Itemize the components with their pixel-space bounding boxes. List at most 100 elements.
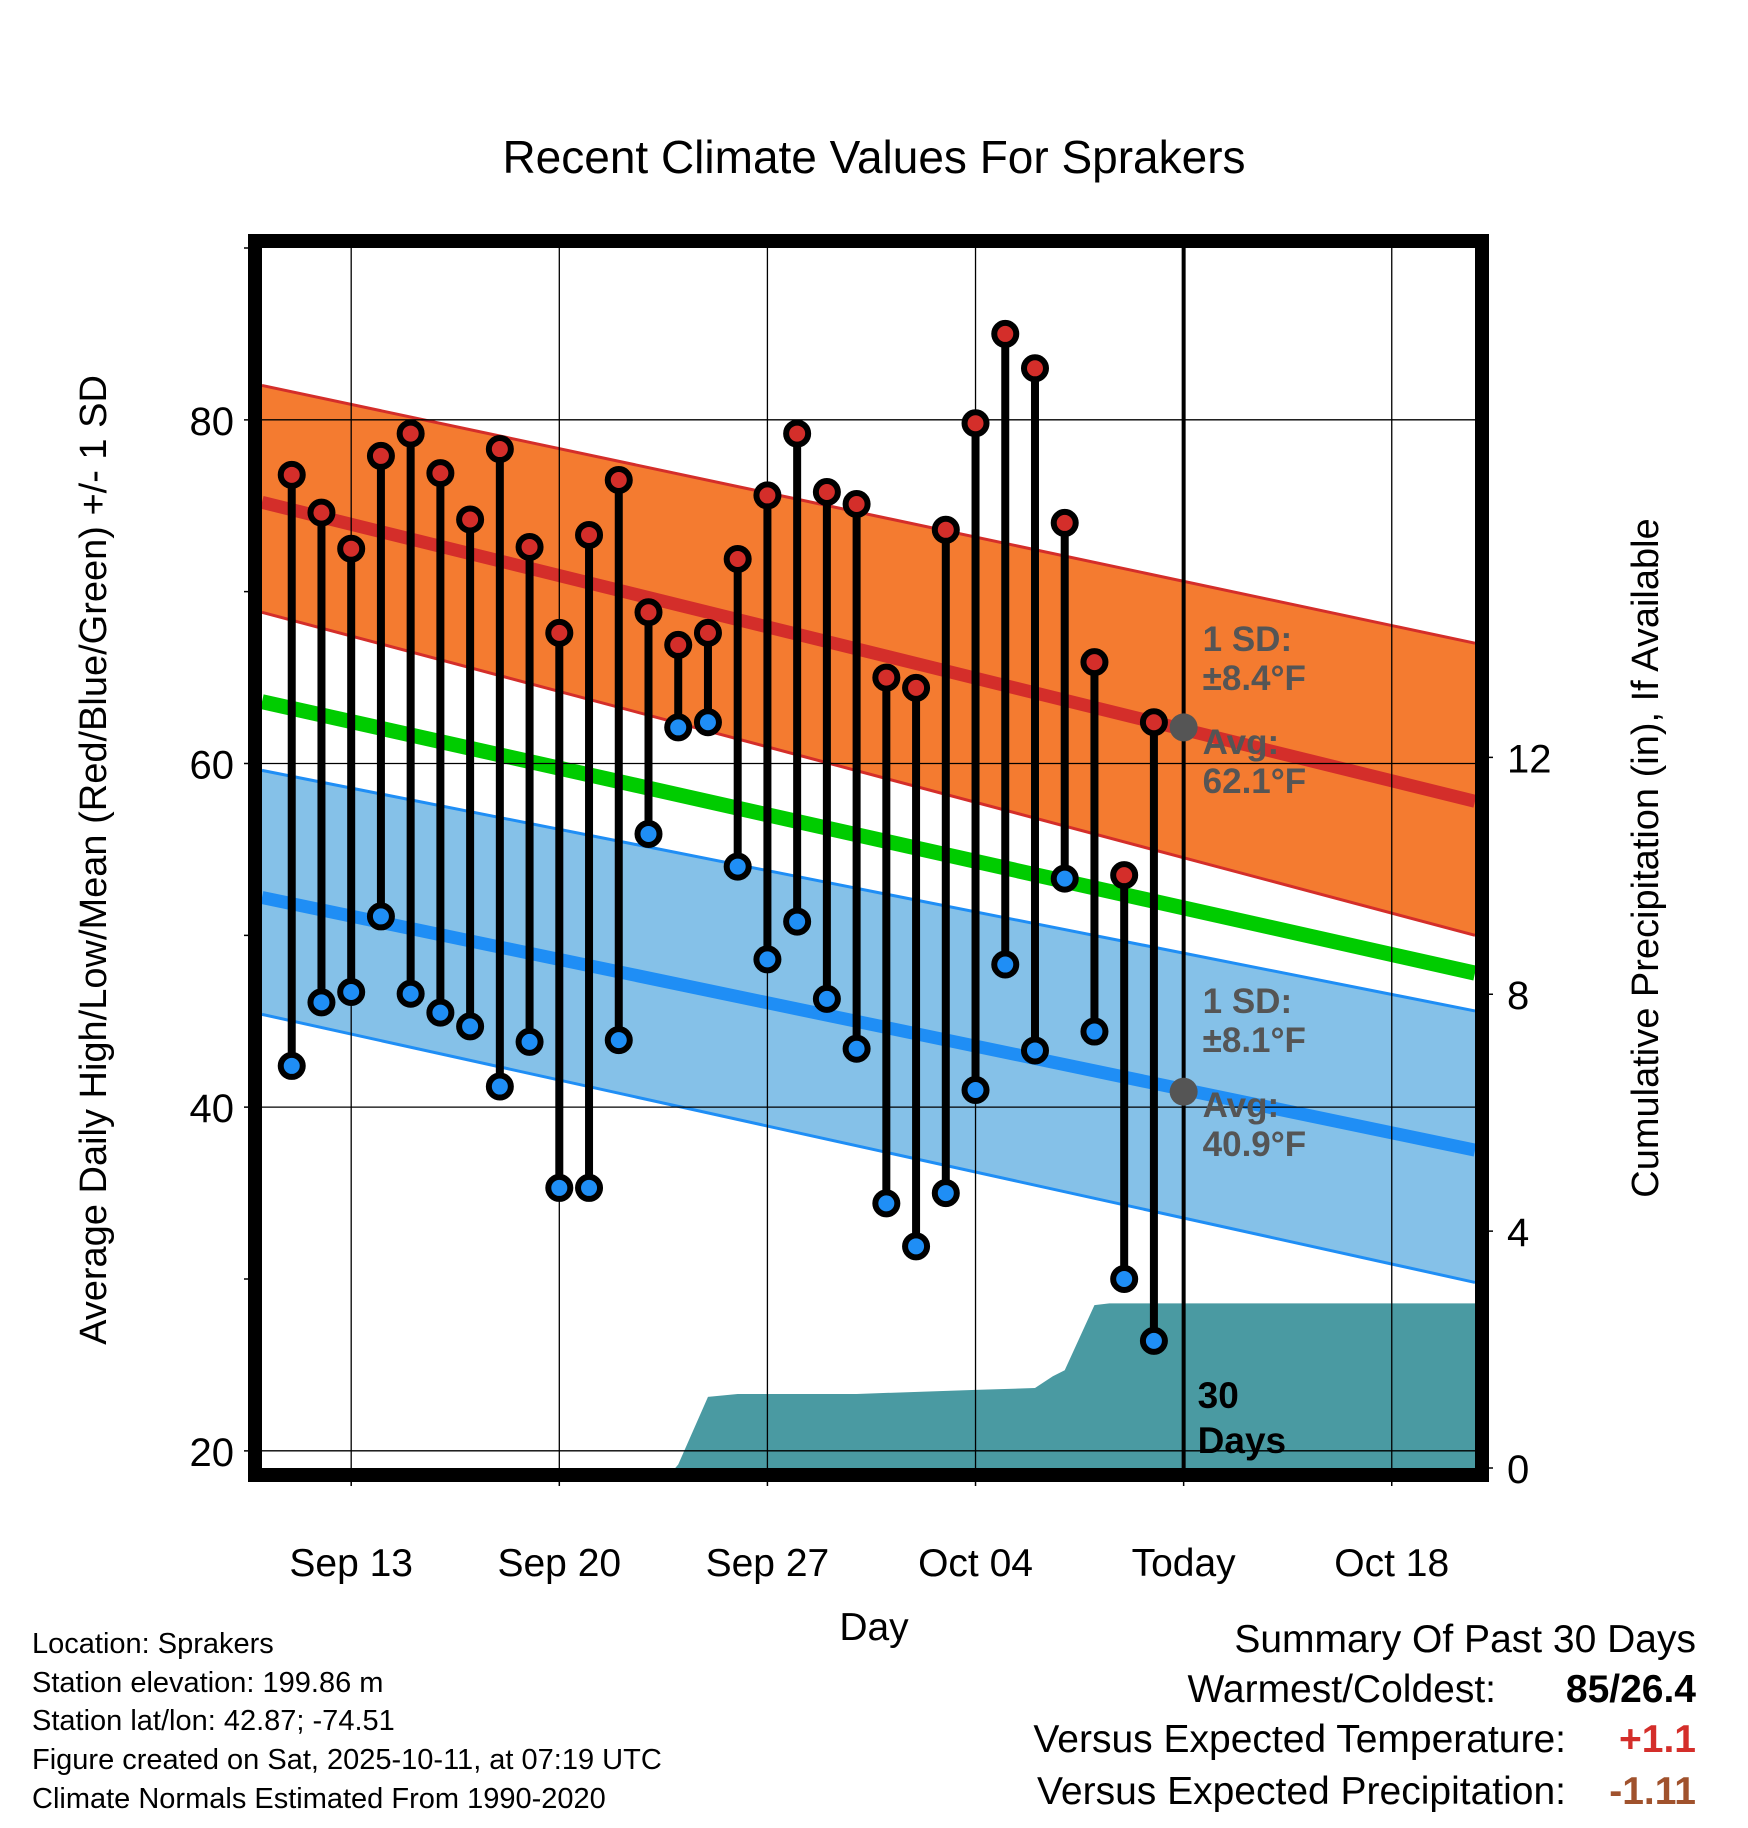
daily-high-point: [991, 319, 1020, 348]
daily-low-point: [396, 979, 425, 1008]
daily-low-point: [575, 1173, 604, 1202]
daily-high-point: [604, 465, 633, 494]
daily-high-point: [902, 673, 931, 702]
y-axis-title: Average Daily High/Low/Mean (Red/Blue/Gr…: [73, 375, 115, 1345]
daily-high-point: [961, 409, 990, 438]
summary-temp-value: +1.1: [1619, 1718, 1696, 1761]
high-sd-label: 1 SD: ±8.4°F: [1203, 620, 1306, 698]
daily-high-point: [1050, 508, 1079, 537]
daily-high-point: [307, 498, 336, 527]
summary-precip-value: -1.11: [1609, 1770, 1696, 1813]
daily-high-point: [723, 545, 752, 574]
y2-tick-label: 4: [1507, 1211, 1529, 1255]
y2-tick-label: 8: [1507, 974, 1529, 1018]
summary-warm-cold-value: 85/26.4: [1565, 1668, 1696, 1711]
x-tick-label: Sep 13: [289, 1542, 413, 1585]
plot-frame: [248, 234, 1489, 1482]
high-normal-line: [260, 495, 1477, 808]
low-normal-line: [260, 891, 1477, 1157]
y-tick-label: 60: [190, 743, 235, 787]
daily-low-point: [337, 978, 366, 1007]
daily-high-point: [277, 460, 306, 489]
daily-low-point: [931, 1179, 960, 1208]
daily-low-point: [902, 1232, 931, 1261]
today-days-label-line: 30: [1198, 1375, 1239, 1416]
footer-elevation: Station elevation: 199.86 m: [32, 1667, 384, 1699]
daily-low-point: [872, 1189, 901, 1218]
daily-high-point: [575, 520, 604, 549]
low-avg-label-line: 40.9°F: [1203, 1125, 1307, 1164]
daily-low-point: [426, 998, 455, 1027]
daily-low-point: [307, 988, 336, 1017]
daily-low-point: [1050, 864, 1079, 893]
summary-title: Summary Of Past 30 Days: [1234, 1618, 1696, 1661]
daily-low-point: [1080, 1017, 1109, 1046]
high-avg-label-line: 62.1°F: [1203, 762, 1307, 801]
low-sd-label: 1 SD: ±8.1°F: [1203, 982, 1306, 1060]
low-avg-label: Avg: 40.9°F: [1203, 1086, 1307, 1164]
y-tick-label: 40: [190, 1087, 235, 1131]
daily-low-point: [1139, 1326, 1168, 1355]
daily-high-point: [872, 663, 901, 692]
daily-high-point: [634, 598, 663, 627]
today-days-label: 30 Days: [1198, 1375, 1286, 1461]
y2-tick-label: 0: [1507, 1448, 1529, 1492]
daily-low-point: [812, 984, 841, 1013]
daily-low-point: [753, 945, 782, 974]
footer-normals: Climate Normals Estimated From 1990-2020: [32, 1783, 606, 1815]
low-sd-label-line: 1 SD:: [1203, 982, 1292, 1021]
daily-low-point: [485, 1072, 514, 1101]
daily-high-point: [515, 532, 544, 561]
daily-low-point: [664, 713, 693, 742]
footer-created: Figure created on Sat, 2025-10-11, at 07…: [32, 1744, 662, 1776]
low-avg-label-line: Avg:: [1203, 1086, 1279, 1125]
daily-low-point: [783, 907, 812, 936]
high-sd-label-line: 1 SD:: [1203, 620, 1292, 659]
daily-high-point: [1110, 861, 1139, 890]
high-sd-band-upper-edge: [261, 383, 1476, 645]
daily-high-point: [753, 481, 782, 510]
precip-area: [262, 1303, 1475, 1468]
high-avg-label-line: Avg:: [1203, 723, 1279, 762]
low-sd-band-lower-edge: [261, 1012, 1476, 1284]
daily-low-point: [604, 1026, 633, 1055]
daily-high-point: [693, 618, 722, 647]
daily-low-point: [634, 819, 663, 848]
high-sd-band: [262, 385, 1475, 936]
daily-low-point: [693, 708, 722, 737]
x-tick-label: Today: [1132, 1542, 1237, 1585]
daily-high-point: [664, 630, 693, 659]
daily-high-point: [485, 435, 514, 464]
y-tick-label: 20: [190, 1431, 235, 1475]
daily-low-point: [1110, 1264, 1139, 1293]
y-tick-label: 80: [190, 400, 235, 444]
daily-high-point: [1139, 708, 1168, 737]
daily-high-point: [842, 490, 871, 519]
daily-high-point: [456, 505, 485, 534]
daily-low-point: [366, 902, 395, 931]
daily-low-point: [515, 1027, 544, 1056]
daily-high-point: [1020, 354, 1049, 383]
footer-location: Location: Sprakers: [32, 1628, 274, 1660]
low-sd-label-line: ±8.1°F: [1203, 1021, 1306, 1060]
daily-high-point: [1080, 648, 1109, 677]
daily-high-point: [337, 534, 366, 563]
y2-tick-label: 12: [1507, 737, 1552, 781]
daily-high-point: [812, 478, 841, 506]
daily-low-point: [991, 950, 1020, 979]
daily-high-point: [396, 419, 425, 448]
high-avg-label: Avg: 62.1°F: [1203, 723, 1307, 801]
daily-low-point: [277, 1051, 306, 1080]
high-avg-marker: [1169, 713, 1198, 742]
daily-high-point: [931, 515, 960, 544]
daily-low-point: [1020, 1036, 1049, 1065]
mean-normal-line: [260, 694, 1477, 981]
daily-high-point: [783, 419, 812, 448]
footer-latlon: Station lat/lon: 42.87; -74.51: [32, 1705, 395, 1737]
daily-low-point: [723, 852, 752, 881]
daily-high-point: [366, 441, 395, 470]
daily-low-point: [842, 1034, 871, 1063]
daily-low-point: [545, 1173, 574, 1202]
y2-axis-title: Cumulative Precipitation (in), If Availa…: [1625, 518, 1667, 1197]
